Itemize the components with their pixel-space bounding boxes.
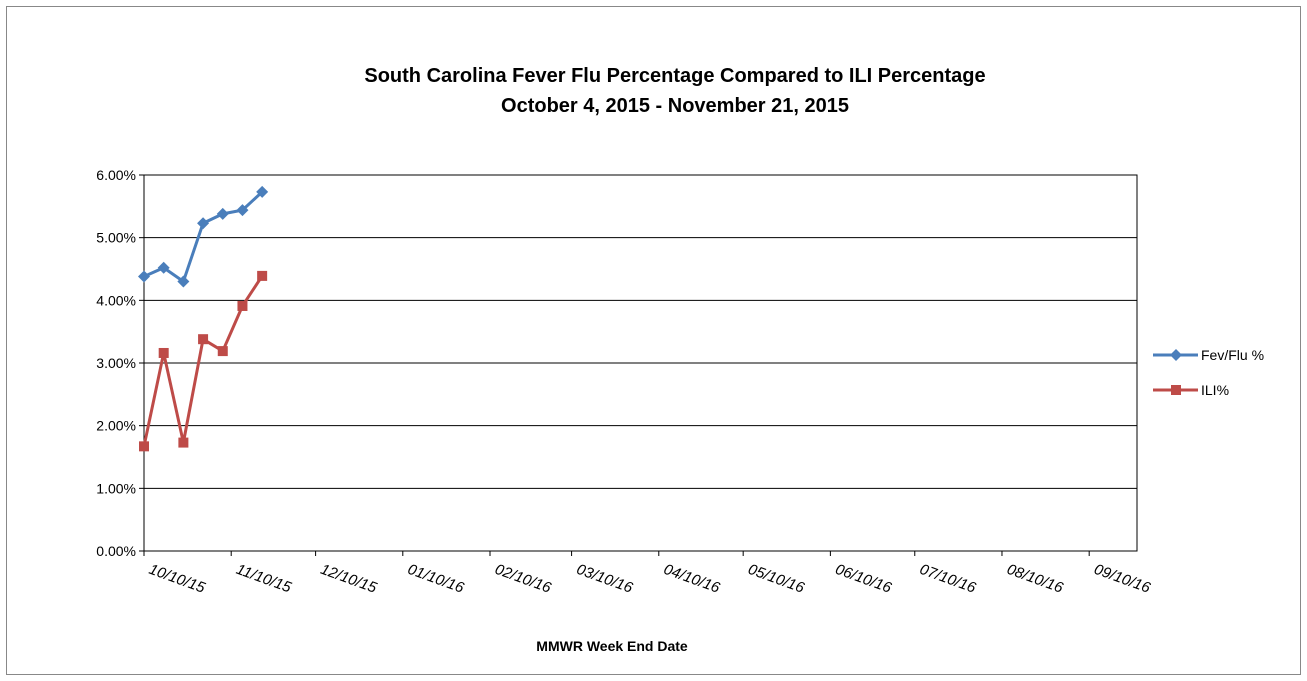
data-point (197, 217, 210, 230)
legend-label: ILI% (1201, 382, 1229, 398)
y-tick-label: 0.00% (96, 543, 136, 559)
x-axis-title: MMWR Week End Date (536, 638, 688, 654)
data-point (198, 334, 209, 345)
y-tick-label: 6.00% (96, 167, 136, 183)
data-point (237, 300, 248, 311)
data-point (158, 347, 169, 358)
legend-marker (1170, 349, 1182, 361)
data-point (139, 441, 149, 452)
data-point (256, 185, 269, 198)
data-point (257, 270, 268, 281)
data-point (157, 261, 170, 274)
data-point (177, 275, 190, 288)
y-tick-label: 3.00% (96, 355, 136, 371)
plot-area (143, 174, 1138, 552)
legend-label: Fev/Flu % (1201, 347, 1264, 363)
data-point (138, 270, 150, 283)
chart-border (6, 6, 1301, 675)
data-point (236, 204, 249, 217)
y-tick-label: 5.00% (96, 230, 136, 246)
data-point (216, 207, 229, 220)
chart-subtitle: October 4, 2015 - November 21, 2015 (501, 95, 849, 117)
y-tick-label: 1.00% (96, 480, 136, 496)
y-tick-label: 4.00% (96, 292, 136, 308)
chart-title: South Carolina Fever Flu Percentage Comp… (364, 65, 985, 87)
data-point (178, 437, 189, 448)
legend-marker (1171, 385, 1181, 395)
y-tick-label: 2.00% (96, 418, 136, 434)
data-point (217, 346, 228, 357)
